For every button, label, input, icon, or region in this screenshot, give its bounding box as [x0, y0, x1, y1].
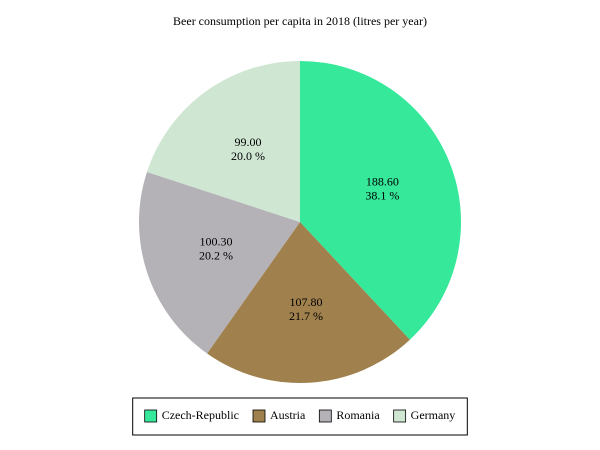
- legend-swatch: [393, 409, 407, 423]
- pie-slice: [138, 171, 300, 354]
- value-label: 107.80: [290, 295, 323, 309]
- legend-label: Germany: [411, 408, 456, 422]
- pie-slice: [207, 222, 410, 383]
- value-label: 99.00: [235, 135, 262, 149]
- percent-label: 38.1 %: [365, 188, 399, 202]
- legend-label: Romania: [336, 408, 380, 422]
- percent-label: 20.2 %: [199, 249, 233, 263]
- legend-swatch: [318, 409, 332, 423]
- legend-label: Czech-Republic: [162, 408, 239, 422]
- pie-slice: [300, 61, 461, 340]
- percent-label: 21.7 %: [289, 309, 323, 323]
- legend-swatch: [252, 409, 266, 423]
- legend-box: [132, 397, 468, 436]
- percent-label: 20.0 %: [231, 149, 265, 163]
- legend-label: Austria: [270, 408, 306, 422]
- chart-title: Beer consumption per capita in 2018 (lit…: [173, 14, 427, 28]
- value-label: 188.60: [366, 174, 399, 188]
- value-label: 100.30: [199, 235, 232, 249]
- legend: Czech-Republic Austria Romania Germany: [144, 408, 456, 423]
- legend-swatch: [144, 409, 158, 423]
- pie-slice: [146, 61, 300, 222]
